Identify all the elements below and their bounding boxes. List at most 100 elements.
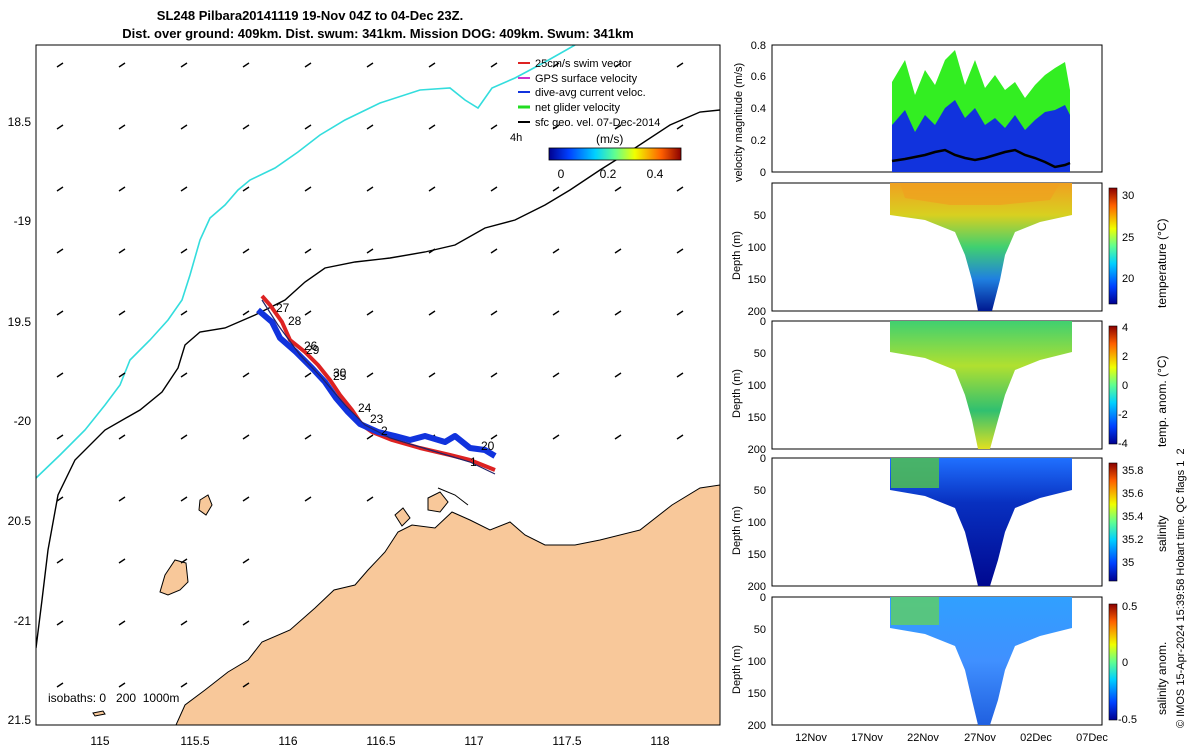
velocity-arrow (490, 62, 498, 68)
velocity-arrow (56, 310, 64, 316)
velocity-arrow (490, 310, 498, 316)
temp-anomaly-cbar-tick: 0 (1122, 380, 1128, 392)
velocity-y-tick: 0.4 (751, 103, 766, 115)
velocity-arrow (304, 62, 312, 68)
salinity-anomaly-cbar-tick: 0.5 (1122, 601, 1137, 613)
velocity-arrow (242, 620, 250, 626)
velocity-arrow (56, 558, 64, 564)
temperature-y-tick: 200 (748, 306, 766, 318)
speed-colorbar (548, 147, 682, 161)
temp-anomaly-y-tick: 150 (748, 412, 766, 424)
colorbar-tick: 0 (558, 167, 565, 181)
temperature-y-tick: 50 (754, 210, 766, 222)
temp-anomaly-y-label: Depth (m) (731, 369, 743, 418)
salinity-anomaly-y-tick: 100 (748, 656, 766, 668)
velocity-arrow (242, 682, 250, 688)
velocity-arrow (614, 186, 622, 192)
velocity-arrow (552, 248, 560, 254)
day-label: 23 (370, 412, 384, 426)
map-x-ticks: 115 115.5 116 116.5 117 117.5 118 (90, 734, 669, 748)
legend-label: net glider velocity (535, 102, 620, 114)
velocity-arrow (242, 186, 250, 192)
salinity-y-tick: 100 (748, 517, 766, 529)
temp-anomaly-cbar-tick: -2 (1118, 409, 1128, 421)
velocity-arrow (180, 124, 188, 130)
velocity-y-tick: 0.8 (751, 40, 766, 52)
colorbar-tick: 0.4 (647, 167, 664, 181)
velocity-arrow (614, 310, 622, 316)
velocity-arrow (56, 620, 64, 626)
temp-anomaly-cbar-tick: 2 (1122, 351, 1128, 363)
day-label: 25 (333, 369, 347, 383)
salinity-anomaly-colorbar (1108, 603, 1118, 721)
salinity-anomaly-panel: 0 50 100 150 200 Depth (m) 0.5 0 -0.5 sa… (731, 592, 1169, 732)
map-y-tick: -21 (14, 614, 32, 628)
velocity-y-tick: 0 (760, 167, 766, 179)
velocity-arrow (56, 62, 64, 68)
colorbar-tick: 0.2 (600, 167, 617, 181)
salinity-cbar-tick: 35.8 (1122, 465, 1143, 477)
time-tick: 07Dec (1076, 732, 1108, 744)
velocity-arrow (118, 62, 126, 68)
velocity-arrow (304, 434, 312, 440)
velocity-arrow (366, 310, 374, 316)
map-panel: 27 28 26 29 30 25 24 23 2 20 1 115 115.5… (8, 44, 721, 748)
velocity-arrow (118, 620, 126, 626)
velocity-arrow (366, 434, 374, 440)
salinity-anomaly-y-tick: 50 (754, 624, 766, 636)
velocity-arrow (56, 496, 64, 502)
temperature-colorbar (1108, 187, 1118, 305)
velocity-arrow (490, 124, 498, 130)
velocity-arrow (490, 248, 498, 254)
salinity-cbar-tick: 35 (1122, 557, 1134, 569)
velocity-arrow (242, 62, 250, 68)
velocity-arrow (118, 372, 126, 378)
velocity-arrow (304, 496, 312, 502)
temperature-cbar-tick: 25 (1122, 232, 1134, 244)
legend-label: sfc geo. vel. 07-Dec-2014 (535, 117, 660, 129)
salinity-cbar-tick: 35.4 (1122, 511, 1143, 523)
temp-anomaly-panel: 0 50 100 150 200 Depth (m) 4 2 0 -2 -4 t… (731, 316, 1169, 456)
map-y-tick: 18.5 (8, 115, 32, 129)
island-tiny (92, 710, 106, 717)
velocity-arrow (304, 248, 312, 254)
day-label: 29 (306, 343, 320, 357)
day-label: 27 (276, 301, 290, 315)
map-x-tick: 115 (90, 734, 109, 748)
temperature-section (890, 183, 1072, 311)
velocity-arrow (180, 62, 188, 68)
salinity-cbar-label: salinity (1155, 515, 1169, 552)
velocity-arrow (180, 496, 188, 502)
time-axis: 12Nov 17Nov 22Nov 27Nov 02Dec 07Dec (795, 732, 1108, 744)
credit-text: © IMOS 15-Apr-2024 15:39:58 Hobart time.… (1175, 448, 1187, 728)
reef-outline (437, 487, 469, 506)
velocity-arrow (56, 186, 64, 192)
velocity-arrow (552, 124, 560, 130)
velocity-arrow (56, 434, 64, 440)
velocity-arrow (180, 434, 188, 440)
time-tick: 02Dec (1020, 732, 1052, 744)
velocity-arrow (118, 682, 126, 688)
legend-label: 25cm/s swim vector (535, 58, 632, 70)
temperature-warm-core (900, 183, 1060, 205)
velocity-arrow (304, 124, 312, 130)
velocity-arrow (56, 372, 64, 378)
velocity-arrow (490, 372, 498, 378)
velocity-arrow (180, 248, 188, 254)
surface-velocity-arrows (56, 62, 684, 688)
salinity-anomaly-section (890, 597, 1072, 725)
velocity-arrow (242, 310, 250, 316)
velocity-arrow (428, 62, 436, 68)
day-label: 30 (333, 366, 347, 380)
map-x-tick: 116.5 (366, 734, 395, 748)
colorbar-label: (m/s) (596, 132, 623, 146)
velocity-arrow (56, 682, 64, 688)
velocity-arrow (428, 186, 436, 192)
temp-anomaly-y-tick: 0 (760, 316, 766, 328)
day-label: 1 (470, 455, 477, 469)
isobaths-label: isobaths: 0 200 1000m (48, 691, 179, 705)
velocity-arrow (676, 186, 684, 192)
velocity-arrow (118, 310, 126, 316)
map-y-ticks: 18.5 -19 19.5 -20 20.5 -21 21.5 (8, 115, 32, 727)
temperature-y-tick: 100 (748, 242, 766, 254)
